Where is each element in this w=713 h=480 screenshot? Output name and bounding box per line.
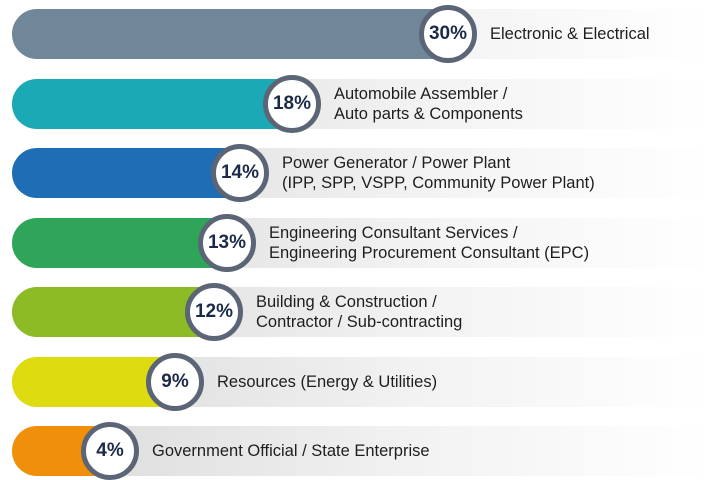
category-label: Power Generator / Power Plant (IPP, SPP,…	[282, 154, 595, 192]
value-label: 18%	[263, 74, 321, 133]
bar	[12, 9, 448, 59]
category-label: Electronic & Electrical	[490, 25, 650, 43]
category-label: Engineering Consultant Services / Engine…	[269, 223, 590, 262]
value-label: 9%	[146, 352, 204, 411]
category-label: Resources (Energy & Utilities)	[217, 372, 438, 391]
bar	[12, 217, 227, 268]
value-label: 4%	[81, 422, 139, 480]
category-label: Government Official / State Enterprise	[152, 442, 430, 460]
bar	[12, 148, 240, 198]
category-label: Automobile Assembler / Auto parts & Comp…	[334, 84, 523, 123]
bar	[12, 78, 292, 129]
category-label: Building & Construction / Contractor / S…	[256, 293, 463, 331]
value-label: 30%	[419, 5, 477, 63]
value-label: 14%	[211, 144, 269, 202]
value-label: 13%	[198, 213, 256, 272]
bar	[12, 287, 214, 337]
value-label: 12%	[185, 283, 243, 341]
